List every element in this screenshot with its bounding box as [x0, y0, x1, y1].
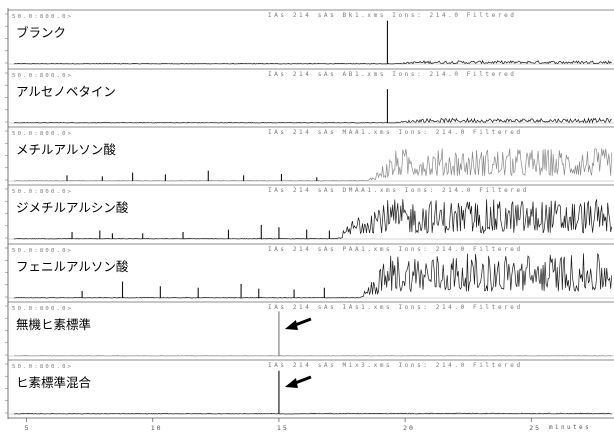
scale-text: 50.0:800.0> [12, 131, 73, 137]
arrow-head [284, 320, 298, 330]
panel-2: 50.0:800.0> IAs 214 sAs AB1.xms Ions: 214… [5, 68, 614, 124]
arrow-annotation [284, 375, 312, 388]
trace-line [13, 148, 613, 182]
x-tick-label: 20 [403, 424, 415, 432]
panel-label: アルセノベタイン [16, 84, 116, 99]
trace-line [13, 412, 612, 415]
panel-label: フェニルアルソン酸 [16, 259, 129, 274]
trace-line [13, 199, 613, 240]
panel-7: 50.0:800.0> IAs 214 sAs Mix3.xms Ions: 21… [5, 359, 614, 415]
x-tick-label: 5 [25, 424, 31, 432]
arrow-annotation [284, 317, 312, 330]
panel-label: ヒ素標準混合 [16, 375, 92, 390]
x-tick-label: 15 [277, 424, 289, 432]
trace-line [13, 117, 612, 124]
trace-line [13, 59, 612, 65]
panel-label: ブランク [16, 25, 66, 40]
scale-text: 50.0:800.0> [12, 189, 73, 195]
scale-text: 50.0:800.0> [12, 248, 73, 254]
scale-text: 50.0:800.0> [12, 73, 73, 79]
panel-header: IAs 214 sAs Bk1.xms Ions: 214.0 Filtered [268, 12, 517, 19]
panel-1: 50.0:800.0> IAs 214 sAs Bk1.xms Ions: 214… [5, 9, 614, 65]
panel-label: メチルアルソン酸 [16, 142, 116, 157]
panel-3: 50.0:800.0> IAs 214 sAs MAA1.xms Ions: 21… [5, 126, 614, 182]
scale-text: 50.0:800.0> [12, 14, 73, 20]
panel-header: IAs 214 sAs DMAA1.xms Ions: 214.0 Filter… [268, 187, 529, 194]
trace-line [13, 253, 613, 299]
panel-header: IAs 214 sAs Mix3.xms Ions: 214.0 Filtere… [268, 362, 523, 369]
panel-label: 無機ヒ素標準 [16, 317, 91, 332]
panel-6: 50.0:800.0> IAs 214 sAs IAs1.xms Ions: 21… [5, 301, 614, 357]
trace-line [13, 355, 612, 357]
panel-header: IAs 214 sAs IAs1.xms Ions: 214.0 Filtere… [268, 304, 523, 311]
x-tick-label: 25 [529, 424, 541, 432]
x-tick-label: 10 [151, 424, 163, 432]
panel-header: IAs 214 sAs MAA1.xms Ions: 214.0 Filtere… [268, 129, 523, 136]
panel-header: IAs 214 sAs PAA1.xms Ions: 214.0 Filtere… [268, 246, 523, 253]
scale-text: 50.0:800.0> [12, 306, 73, 312]
scale-text: 50.0:800.0> [12, 364, 73, 370]
panel-4: 50.0:800.0> IAs 214 sAs DMAA1.xms Ions: 2… [5, 184, 614, 240]
panel-5: 50.0:800.0> IAs 214 sAs PAA1.xms Ions: 21… [5, 243, 614, 299]
x-axis-title: minutes [549, 424, 591, 431]
panel-label: ジメチルアルシン酸 [16, 200, 129, 215]
arrow-head [284, 378, 298, 388]
panel-header: IAs 214 sAs AB1.xms Ions: 214.0 Filtered [268, 71, 517, 78]
